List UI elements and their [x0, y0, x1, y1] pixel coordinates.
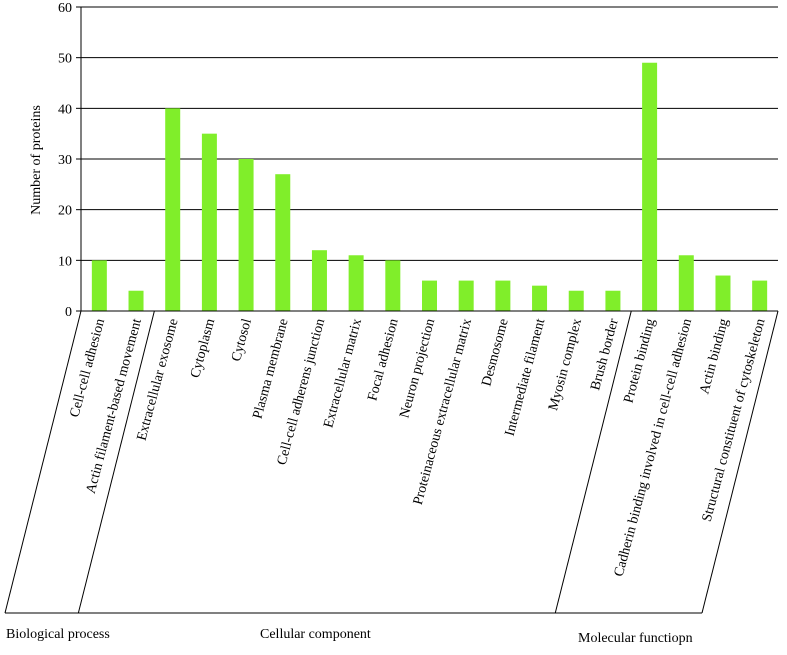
group-frames: [4, 310, 779, 614]
x-tick-label: Protein binding: [622, 317, 659, 405]
bar: [238, 159, 254, 311]
group-divider: [554, 310, 632, 614]
bar: [201, 133, 217, 311]
y-tick-label: 50: [58, 52, 72, 67]
group-label: Molecular functiopn: [578, 631, 693, 646]
x-tick-label: Cadherin binding involved in cell-cell a…: [612, 317, 695, 578]
x-tick-label: Extracellular matrix: [321, 317, 365, 429]
bar: [91, 260, 107, 311]
y-tick-label: 0: [65, 305, 72, 320]
x-tick-label: Cytoplasm: [188, 317, 218, 380]
y-tick-label: 20: [58, 204, 72, 219]
bar: [275, 174, 291, 311]
y-tick-label: 10: [58, 254, 72, 269]
group-divider: [4, 310, 82, 614]
bar: [605, 290, 621, 311]
x-tick-label: Actin binding: [697, 317, 732, 396]
bars: [91, 62, 768, 311]
x-tick-label: Cell-cell adhesion: [67, 317, 108, 419]
bar: [532, 285, 548, 311]
bar: [422, 280, 437, 311]
bar: [165, 108, 181, 311]
y-tick-label: 60: [58, 1, 72, 16]
bar: [495, 280, 511, 311]
group-label: Biological process: [6, 627, 110, 642]
group-divider: [77, 310, 155, 614]
bar: [752, 280, 768, 311]
bar: [642, 62, 658, 311]
x-tick-label: Myosin complex: [546, 317, 585, 412]
x-tick-label: Neuron projection: [397, 317, 438, 420]
bar: [348, 255, 364, 311]
x-tick-label: Extracellular exosome: [135, 317, 182, 442]
x-tick-label: Focal adhesion: [365, 317, 401, 402]
gridlines: [81, 6, 778, 261]
x-tick-label: Desmosome: [479, 317, 511, 388]
x-tick-label: Plasma membrane: [250, 317, 291, 420]
bar: [568, 290, 584, 311]
y-tick-label: 30: [58, 153, 72, 168]
x-tick-label: Intermediate filament: [503, 317, 549, 438]
y-tick-label: 40: [58, 102, 72, 117]
bar: [715, 275, 731, 311]
bar: [385, 260, 401, 311]
bar: [311, 250, 327, 311]
bar: [128, 290, 144, 311]
x-tick-label: Cytosol: [229, 317, 255, 363]
bar: [458, 280, 474, 311]
y-axis-title: Number of proteins: [29, 105, 44, 215]
bar: [678, 255, 694, 311]
group-divider: [701, 310, 779, 614]
group-label: Cellular component: [260, 627, 371, 642]
x-tick-label: Brush border: [588, 317, 622, 392]
y-ticks: 0 10 20 30 40 50 60: [58, 1, 81, 320]
